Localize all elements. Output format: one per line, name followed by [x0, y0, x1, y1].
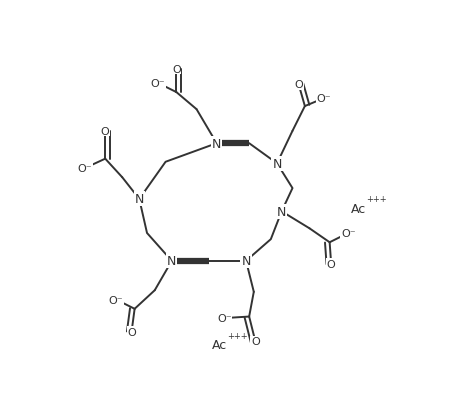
Text: N: N: [212, 138, 221, 150]
Text: O⁻: O⁻: [316, 94, 331, 104]
Text: N: N: [167, 255, 176, 267]
Text: N: N: [277, 205, 286, 218]
Text: O⁻: O⁻: [109, 295, 123, 305]
Text: O: O: [251, 336, 260, 346]
Text: +++: +++: [227, 331, 248, 340]
Text: O⁻: O⁻: [151, 79, 165, 89]
Text: O⁻: O⁻: [341, 229, 356, 238]
Text: N: N: [134, 193, 144, 206]
Text: O⁻: O⁻: [78, 164, 92, 174]
Text: O: O: [127, 327, 136, 337]
Text: N: N: [272, 158, 282, 170]
Text: O: O: [172, 65, 181, 75]
Text: O: O: [101, 126, 109, 136]
Text: O: O: [294, 80, 303, 90]
Text: +++: +++: [366, 195, 387, 204]
Text: Ac: Ac: [212, 338, 227, 351]
Text: N: N: [241, 255, 251, 267]
Text: O⁻: O⁻: [217, 313, 232, 323]
Text: O: O: [327, 259, 335, 269]
Text: Ac: Ac: [351, 202, 366, 215]
